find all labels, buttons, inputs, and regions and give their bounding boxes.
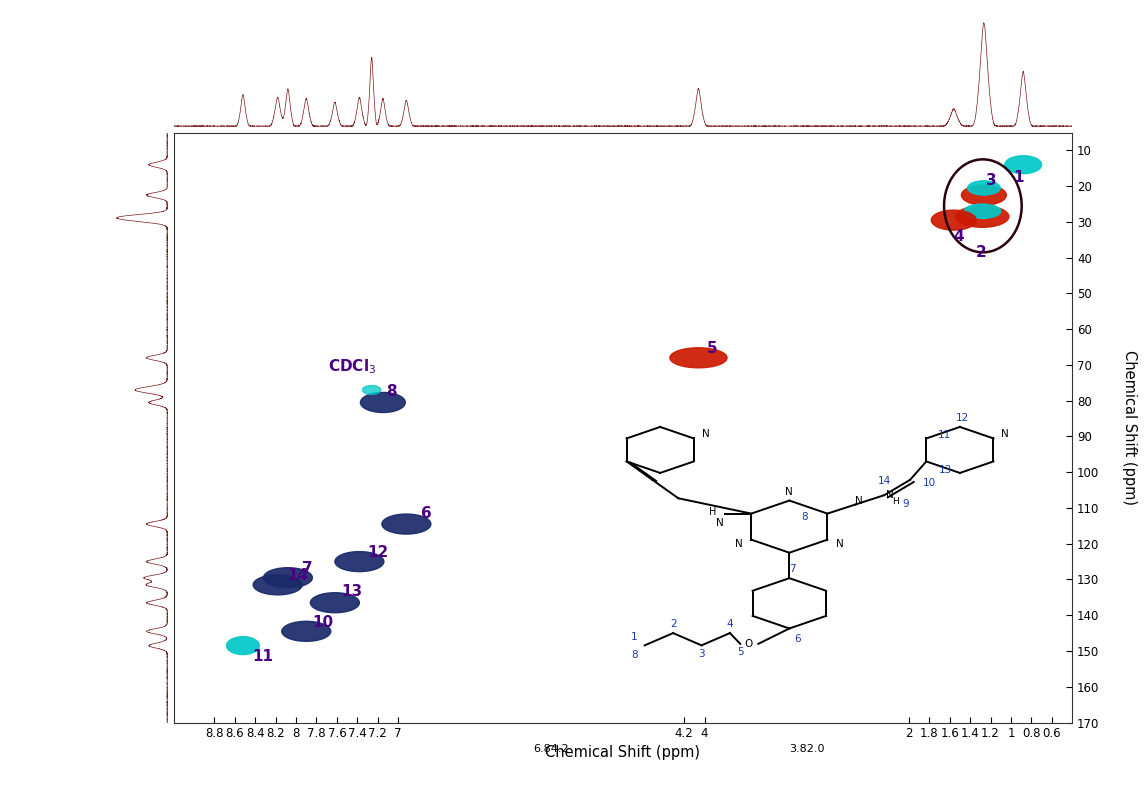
Ellipse shape [363, 385, 381, 394]
Ellipse shape [382, 514, 430, 534]
Ellipse shape [360, 392, 405, 413]
Ellipse shape [281, 622, 331, 642]
Text: 12: 12 [367, 545, 388, 560]
Ellipse shape [956, 206, 1009, 227]
Text: 11: 11 [251, 649, 273, 664]
Ellipse shape [254, 575, 302, 595]
Ellipse shape [226, 637, 259, 654]
Ellipse shape [1004, 155, 1041, 174]
Y-axis label: Chemical Shift (ppm): Chemical Shift (ppm) [1122, 350, 1137, 505]
Text: 14: 14 [287, 569, 309, 583]
X-axis label: Chemical Shift (ppm): Chemical Shift (ppm) [545, 745, 700, 759]
Ellipse shape [669, 348, 727, 368]
Text: 6: 6 [421, 505, 432, 521]
Ellipse shape [263, 568, 312, 588]
Ellipse shape [964, 204, 1001, 219]
Text: CDCl$_3$: CDCl$_3$ [328, 357, 377, 376]
Text: 7: 7 [302, 562, 312, 576]
Text: 3.82.0: 3.82.0 [789, 744, 824, 754]
Text: 10: 10 [312, 615, 333, 630]
Ellipse shape [931, 210, 976, 230]
Text: 5: 5 [706, 341, 718, 356]
Ellipse shape [335, 552, 383, 572]
Text: 2: 2 [976, 245, 986, 260]
Ellipse shape [968, 181, 1000, 195]
Text: 6.84.2: 6.84.2 [534, 744, 569, 754]
Text: 3: 3 [986, 173, 996, 188]
Text: 1: 1 [1013, 170, 1023, 185]
Text: 13: 13 [342, 585, 363, 599]
Ellipse shape [961, 185, 1007, 205]
Text: 4: 4 [954, 229, 964, 244]
Text: 8: 8 [386, 384, 396, 399]
Ellipse shape [310, 593, 359, 613]
